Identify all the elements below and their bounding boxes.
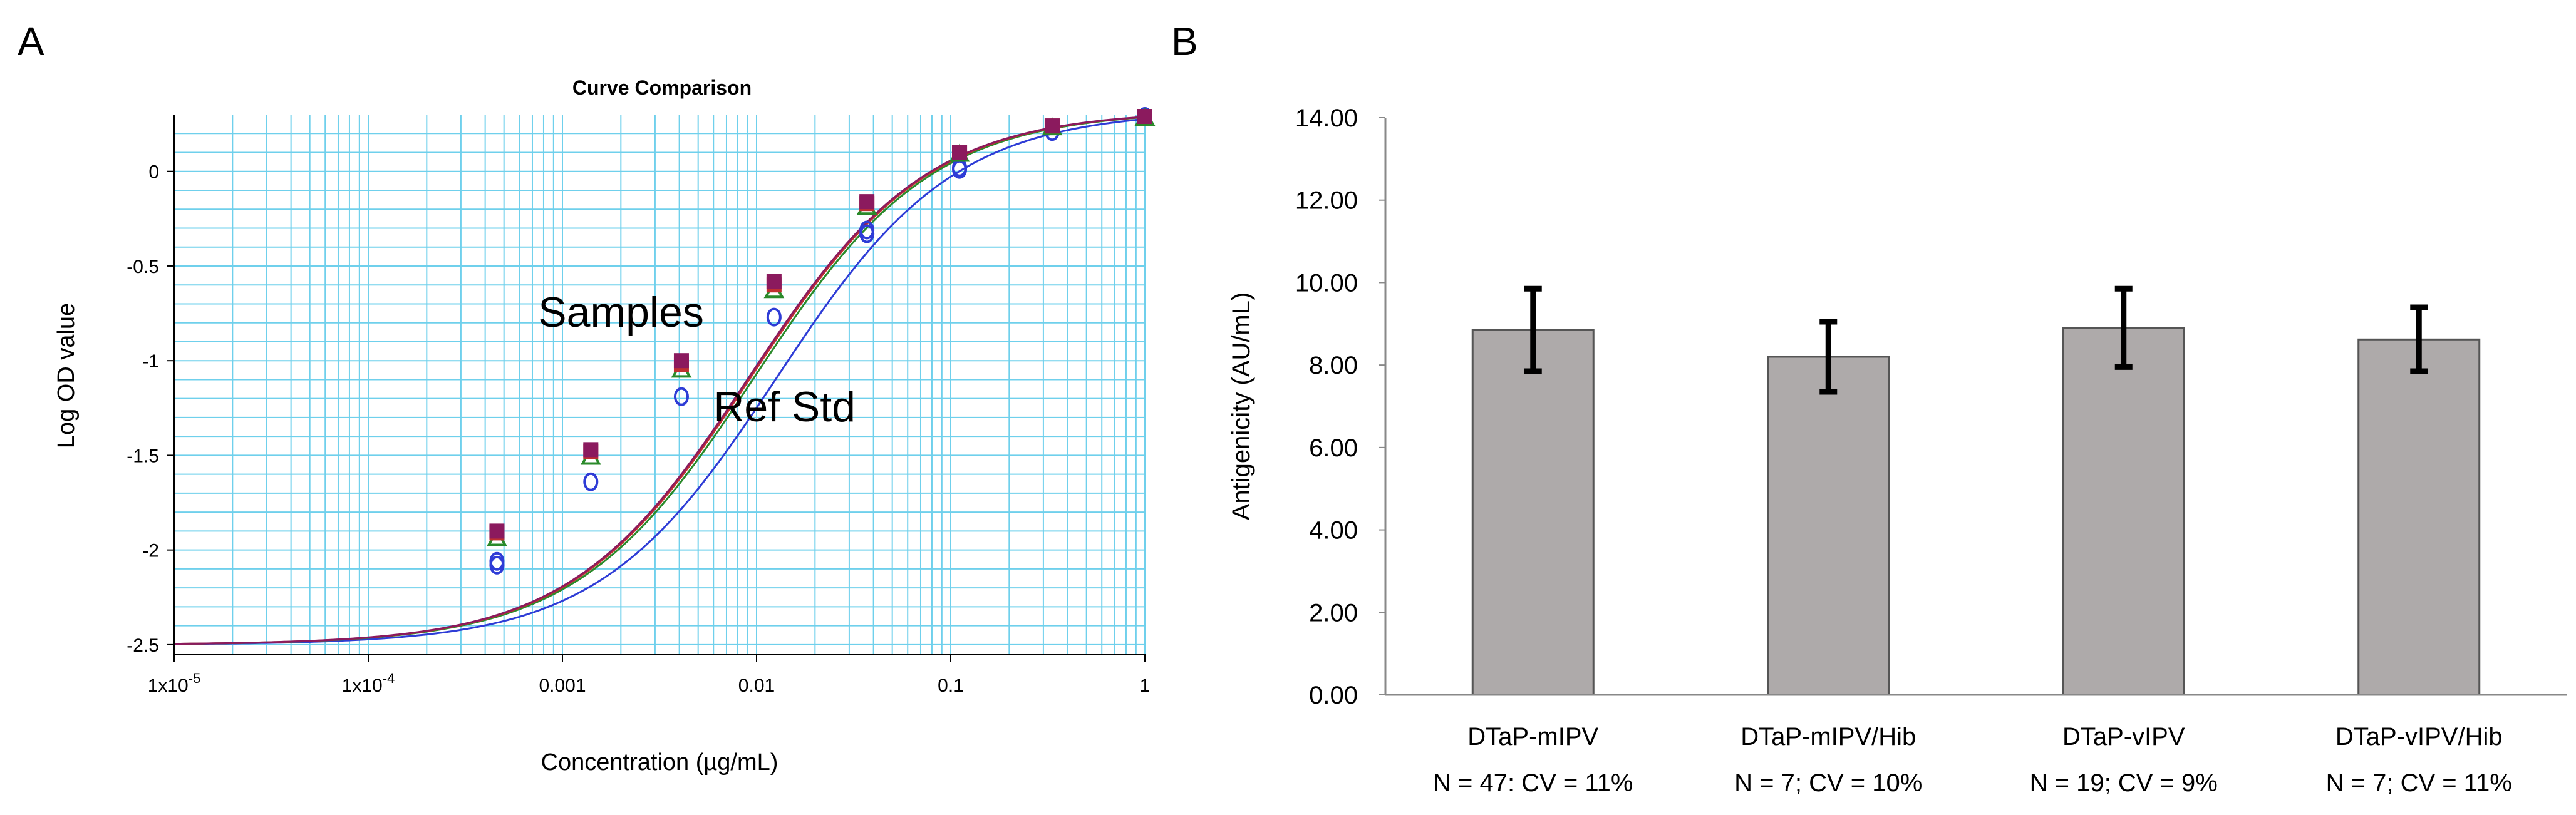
chart-a-x-tick-exponent: -5 [189,670,201,686]
chart-a-y-axis-label: Log OD value [53,303,80,448]
chart-a-y-tick-label: -1.5 [127,446,159,466]
chart-a-x-tick-label: 0.1 [938,675,964,696]
chart-b-error-bars [1524,285,2428,395]
chart-a-x-tick-base: 0.1 [938,675,964,696]
chart-b-y-tick-label: 8.00 [1309,352,1358,379]
chart-b-category-sublabel: N = 19; CV = 9% [2030,769,2218,797]
chart-a-point-square [1044,118,1060,134]
chart-a-x-tick-label: 1 [1140,675,1151,696]
chart-a-point-circle [673,387,689,406]
chart-b-category-label: DTaP-mIPV [1467,723,1598,751]
chart-a-data-points [487,107,1156,575]
chart-a-point-circle [766,307,782,327]
chart-b-category-label: DTaP-mIPV/Hib [1741,723,1916,751]
chart-b-category-sublabel: N = 7; CV = 11% [2326,769,2512,797]
chart-b-bar [1767,356,1890,696]
chart-a-curve-sample-3 [173,116,1146,645]
chart-a-point-square [673,353,689,369]
chart-b-y-ticks: 0.00 2.00 4.00 6.00 8.00 10.00 12.00 14.00 [1295,105,1385,709]
chart-a-point-square [1137,109,1152,125]
chart-a-x-tick-label: 0.001 [539,675,586,696]
chart-b-y-tick-label: 2.00 [1309,599,1358,627]
chart-b-category-label: DTaP-vIPV/Hib [2335,723,2503,751]
chart-a-x-tick-base: 1 [1140,675,1151,696]
chart-b-bar [2357,338,2481,696]
chart-a-x-axis-label: Concentration (µg/mL) [541,749,778,776]
chart-b-bar [1471,329,1595,696]
chart-a-curve-ref-std [174,118,1146,645]
chart-a-point-circle [859,224,875,243]
chart-b-y-axis-label: Antigenicity (AU/mL) [1228,292,1255,521]
chart-a-gridlines [173,115,1146,654]
chart-a-annotation: Samples [538,289,704,336]
chart-a-x-tick-base: 0.01 [738,675,775,696]
chart-a-y-ticks: 0 -0.5 -1 -1.5 -2 -2.5 [127,162,174,656]
chart-a-x-tick-base: 1x10 [342,675,383,696]
chart-a-x-tick-exponent: -4 [383,670,395,686]
panel-a-label: A [18,19,44,64]
chart-b-category-labels: DTaP-mIPV N = 47: CV = 11% DTaP-mIPV/Hib N … [1433,723,2512,797]
chart-a-title: Curve Comparison [572,76,752,99]
chart-a-annotation: Ref Std [713,383,856,431]
chart-a-point-square [952,145,968,160]
chart-a-point-square [859,194,875,210]
chart-a-point-circle [489,555,505,575]
chart-a-plot-area [174,115,1145,654]
chart-b-y-tick-label: 6.00 [1309,434,1358,462]
chart-a-fitted-curves [173,116,1146,645]
chart-a-x-tick-label: 1x10-4 [342,670,395,696]
chart-a-point-square [489,523,505,539]
chart-a-y-tick-label: -2 [142,541,159,561]
chart-a-y-tick-label: -2.5 [127,635,159,656]
panel-a-curve-comparison-chart: A Curve Comparison 0 -0.5 -1 -1.5 -2 -2.5 1x1… [18,19,1156,776]
chart-a-y-tick-label: 0 [148,162,159,183]
chart-b-category-sublabel: N = 47: CV = 11% [1433,769,1633,797]
chart-b-y-tick-label: 4.00 [1309,517,1358,545]
chart-b-bar [2062,327,2185,696]
chart-a-y-tick-label: -1 [142,351,159,372]
panel-b-antigenicity-bar-chart: B 0.00 2.00 4.00 6.00 8.00 10.00 12.00 14.00 DT… [1171,19,2567,797]
chart-a-x-ticks: 1x10-5 1x10-4 0.001 0.01 0.1 1 [148,654,1151,696]
chart-b-y-tick-label: 0.00 [1309,682,1358,709]
chart-b-category-label: DTaP-vIPV [2062,723,2185,751]
chart-a-x-tick-label: 1x10-5 [148,670,201,696]
chart-a-point-square [766,274,782,289]
chart-b-y-tick-label: 14.00 [1295,105,1358,132]
chart-a-point-circle [583,472,599,491]
chart-b-y-tick-label: 10.00 [1295,269,1358,297]
chart-a-y-tick-label: -0.5 [127,257,159,277]
chart-b-category-sublabel: N = 7; CV = 10% [1734,769,1922,797]
chart-a-x-tick-label: 0.01 [738,675,775,696]
chart-b-bars [1471,327,2481,696]
chart-b-y-tick-label: 12.00 [1295,187,1358,215]
panel-b-label: B [1171,19,1198,64]
chart-a-x-tick-base: 1x10 [148,675,189,696]
chart-a-x-tick-base: 0.001 [539,675,586,696]
chart-a-point-square [583,442,599,458]
